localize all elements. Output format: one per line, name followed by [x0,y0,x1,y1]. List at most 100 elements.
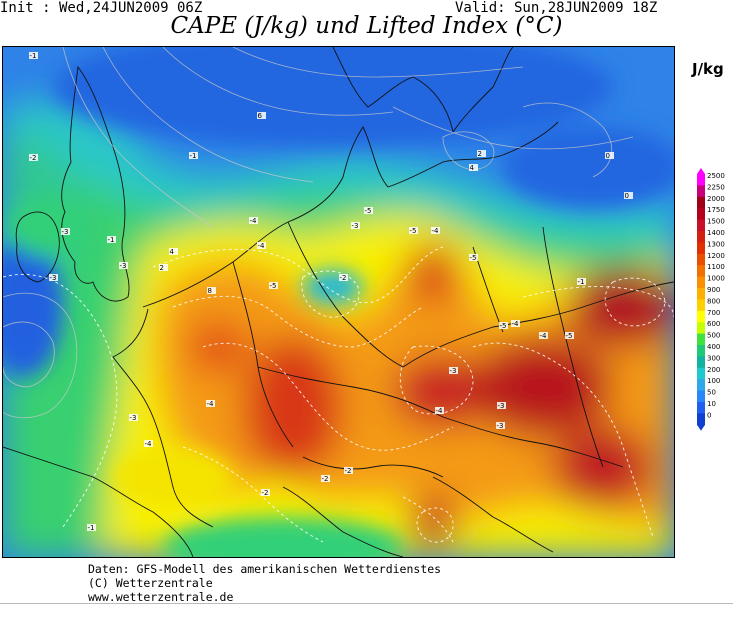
legend-level-label: 300 [707,354,720,362]
contour-label-bg [477,150,486,157]
legend-swatch [697,367,705,380]
legend-unit: J/kg [692,60,724,78]
legend-swatch [697,333,705,346]
coastlines [3,47,674,557]
contour-label: -4 [512,320,520,328]
contour-label-bg [624,192,633,199]
legend-level-label: 1750 [707,206,725,214]
contour-label: -3 [120,262,127,270]
mirror-reflection: Daten: GFS-Modell des amerikanischen Wet… [0,603,733,640]
contour-label-bg [29,52,38,59]
contour-label-bg [499,322,508,329]
contour-label-bg [169,248,178,255]
legend-swatch [697,322,705,335]
legend-level-label: 700 [707,309,720,317]
contour-label-bg [257,242,266,249]
contour-label-bg [539,332,548,339]
yellow-south [113,447,233,507]
contour-label-bg [511,320,520,327]
contour-label: -1 [108,236,115,244]
scandinavia [332,47,514,134]
legend-level-label: 1100 [707,263,725,271]
border-d [257,366,444,418]
border-h [302,456,444,478]
border-c [402,281,674,368]
iberia [3,446,194,557]
legend-swatch [697,413,705,426]
contour-label: -5 [500,322,507,330]
legend-level-label: 1000 [707,275,725,283]
contour-label: -5 [470,254,477,262]
legend-level-label: 10 [707,400,716,408]
contour-label: -4 [432,227,440,235]
contour-label-bg [344,467,353,474]
contour-label: -1 [578,278,585,286]
ireland [15,211,60,283]
red-zone-e [408,242,458,302]
contour-label: -1 [30,52,37,60]
legend-swatch [697,253,705,266]
contour-label: -2 [262,489,269,497]
credit-data-source: Daten: GFS-Modell des amerikanischen Wet… [88,562,442,576]
legend-swatch [697,276,705,289]
contour-label: -3 [50,274,57,282]
legend-swatch [697,208,705,221]
legend-level-label: 2250 [707,183,725,191]
legend-level-label: 100 [707,377,720,385]
contour-label-bg [107,236,116,243]
legend-swatch [697,299,705,312]
contour-label-bg [119,262,128,269]
contour-label-bg [129,414,138,421]
contour-label: 2 [160,264,164,272]
contour-label: -3 [450,367,457,375]
valid-time: Valid: Sun,28JUN2009 18Z [455,0,658,16]
contour-label-bg [29,154,38,161]
contour-label: -3 [130,414,137,422]
legend-level-label: 0 [707,411,711,419]
legend-level-label: 1500 [707,218,725,226]
contour-label: -3 [498,402,505,410]
contour-label-bg [261,489,270,496]
contour-label-bg [469,254,478,261]
contour-label-bg [339,274,348,281]
legend-level-label: 2000 [707,195,725,203]
contour-label: -4 [258,242,266,250]
credit-website: www.wetterzentrale.de [88,590,234,604]
legend-swatch [697,219,705,232]
isobars [3,47,634,419]
contour-label-bg [189,152,198,159]
contour-label: -1 [190,152,197,160]
contour-label-bg [159,264,168,271]
red-zone-g [408,497,458,547]
contour-label: -3 [352,222,359,230]
cyan-hole [303,269,363,305]
contour-label-bg [431,227,440,234]
contour-label-bg [61,228,70,235]
contour-label-bg [207,287,216,294]
legend-swatch [697,196,705,209]
credit-copyright: (C) Wetterzentrale [88,576,213,590]
contour-label: -5 [566,332,573,340]
color-legend: 2500225020001750150014001300120011001000… [697,168,725,431]
contour-label-bg [269,282,278,289]
legend-swatch [697,288,705,300]
contour-label-bg [321,475,330,482]
border-e [442,416,624,468]
legend-level-label: 900 [707,286,720,294]
border-g [542,226,604,468]
legend-level-label: 600 [707,320,720,328]
contour-label: -5 [410,227,417,235]
contour-label-bg [206,400,215,407]
contour-label: -3 [497,422,504,430]
green-patch [8,197,88,257]
contour-label: 2 [478,150,482,158]
contour-label: -4 [250,217,258,225]
contour-label-bg [87,524,96,531]
contour-label-bg [565,332,574,339]
contour-label-bg [144,440,153,447]
contour-label: -2 [322,475,329,483]
contour-label-bg [497,402,506,409]
legend-level-label: 2500 [707,172,725,180]
legend-swatch [697,231,705,243]
contour-label: -3 [62,228,69,236]
